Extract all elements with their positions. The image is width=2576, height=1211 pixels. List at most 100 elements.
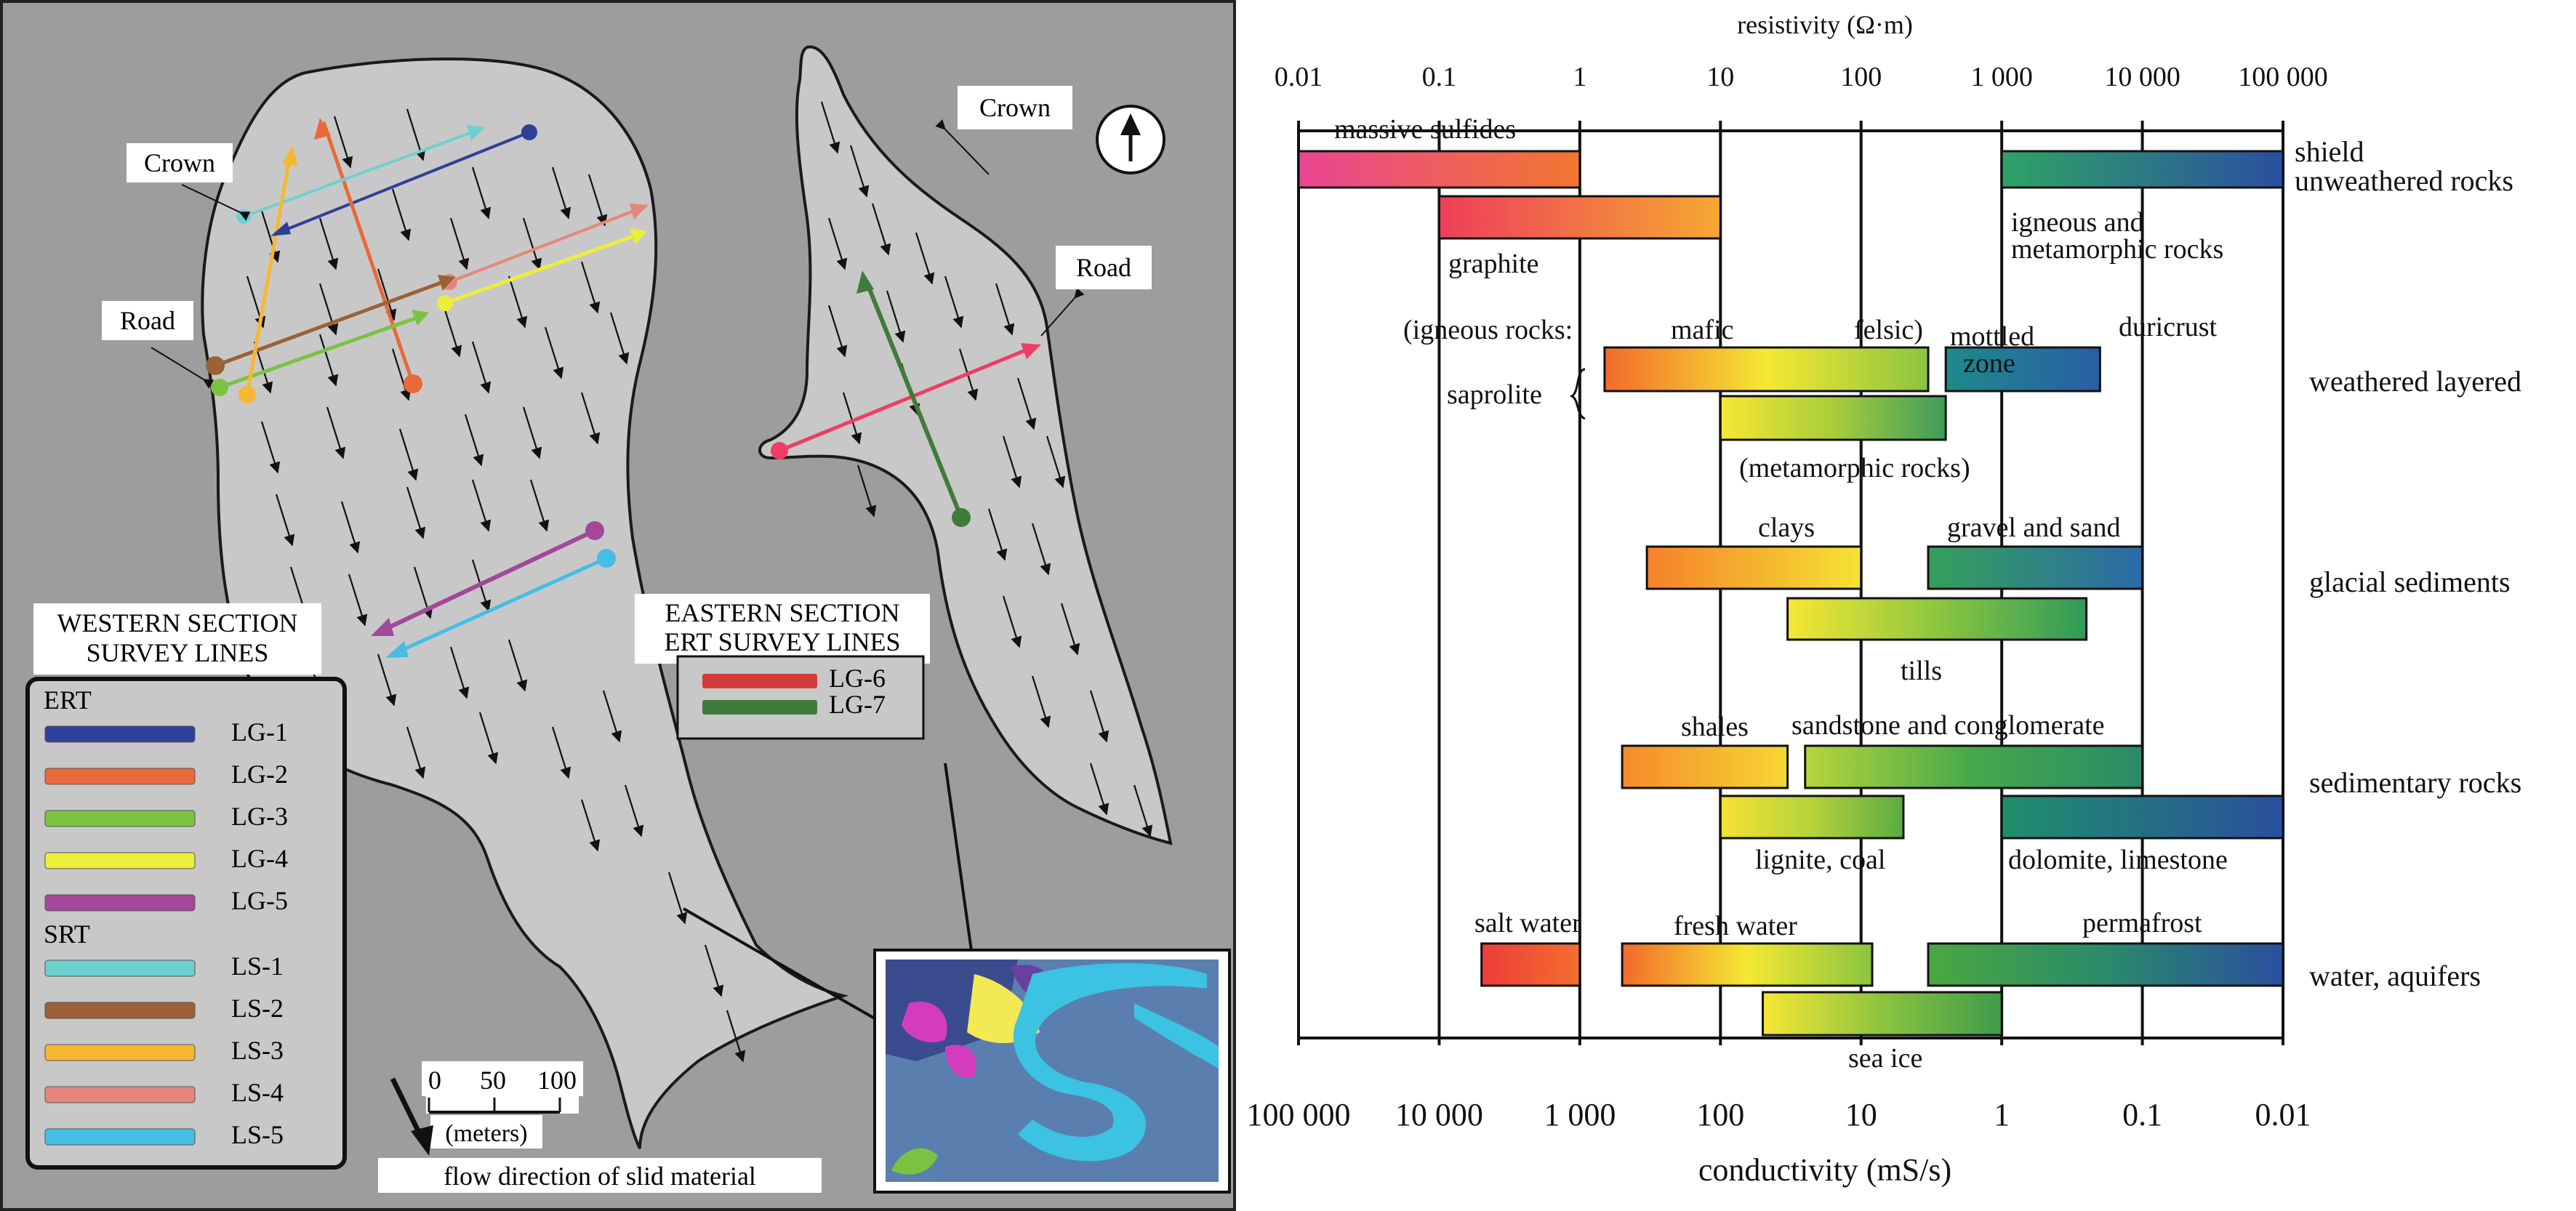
- eastern-legend-title-2: ERT SURVEY LINES: [665, 627, 901, 656]
- svg-text:Road: Road: [120, 306, 175, 335]
- bar-saprolite-igneous-rocks-mafic-felsic: [1603, 346, 1930, 393]
- survey-line-ls-3: [245, 150, 293, 395]
- survey-line-lg-6: [779, 345, 1033, 453]
- svg-text:Road: Road: [1076, 253, 1131, 282]
- label-massive-sulfides: massive sulfides: [1334, 114, 1516, 145]
- western-legend: WESTERN SECTION SURVEY LINES ERT LG-1 LG-2…: [25, 603, 347, 1170]
- saprolite-brace: [1569, 368, 1586, 420]
- bar-salt-water: [1480, 942, 1581, 987]
- legend-label-ls-4: LS-4: [231, 1078, 284, 1107]
- legend-label-lg-5: LG-5: [231, 886, 288, 915]
- category-weathered-layered-line-0: weathered layered: [2309, 365, 2521, 398]
- western-arrowheads: [270, 118, 649, 658]
- inset-leader-west: [683, 907, 884, 1025]
- survey-line-ls-4: [449, 206, 644, 283]
- bottom-tick-100-000: 100 000: [1247, 1097, 1351, 1132]
- legend-swatch-ls-4: [44, 1086, 196, 1103]
- svg-text:Crown: Crown: [144, 148, 215, 177]
- legend-swatch-lg-1: [44, 725, 196, 743]
- resistivity-conductivity-chart: resistivity (Ω·m) conductivity (mS/s) 0.…: [1236, 0, 2576, 1211]
- top-tick-0-1: 0.1: [1422, 62, 1457, 92]
- label-road-west: Road: [102, 301, 193, 340]
- bottom-tick-100: 100: [1696, 1097, 1744, 1132]
- bottom-tick-1-000: 1 000: [1544, 1097, 1616, 1132]
- western-legend-title-1: WESTERN SECTION: [57, 608, 298, 637]
- label-salt-water: salt water: [1474, 908, 1581, 938]
- label-mafic: mafic: [1671, 315, 1734, 345]
- bar-sandstone-and-conglomerate: [1804, 744, 2144, 789]
- survey-line-lg-7: [864, 281, 963, 519]
- legend-swatch-lg-5: [44, 894, 196, 912]
- legend-label-lg-6: LG-6: [829, 664, 886, 693]
- label-duricrust: duricrust: [2119, 312, 2218, 342]
- category-water-aquifers-line-0: water, aquifers: [2309, 959, 2481, 992]
- bar-clays: [1645, 545, 1863, 590]
- bar-fresh-water: [1621, 942, 1874, 987]
- top-tick-0-01: 0.01: [1275, 62, 1323, 92]
- eastern-survey-lines: [771, 270, 1041, 527]
- svg-text:Crown: Crown: [979, 93, 1051, 122]
- flow-direction-indicator: flow direction of slid material: [378, 1077, 822, 1193]
- bar-sea-ice: [1762, 991, 2003, 1037]
- bottom-tick-0-1: 0.1: [2122, 1097, 2162, 1132]
- label-road-east: Road: [1056, 246, 1152, 289]
- scale-bar: 0 50 100 (meters): [422, 1061, 583, 1148]
- western-legend-title-2: SURVEY LINES: [87, 638, 269, 667]
- legend-swatch-lg-3: [44, 810, 196, 827]
- bar-annotations: massive sulfides graphite igneous and me…: [1334, 114, 2228, 1074]
- svg-text:0: 0: [428, 1066, 441, 1095]
- road-east-leader: [1040, 287, 1085, 337]
- top-tick-10: 10: [1706, 62, 1734, 92]
- label-mottled: mottled: [1950, 321, 2034, 352]
- bottom-tick-labels: 100 000 10 000 1 000 100 10 1 0.1 0.01: [1247, 1097, 2311, 1132]
- eastern-legend: EASTERN SECTION ERT SURVEY LINES LG-6LG-…: [635, 594, 930, 740]
- legend-swatch-ls-2: [44, 1002, 196, 1019]
- bar-tills: [1786, 597, 2088, 641]
- legend-swatch-ls-5: [44, 1128, 196, 1146]
- label-metamorphic: (metamorphic rocks): [1739, 453, 1970, 483]
- bottom-tick-1: 1: [1994, 1097, 2010, 1132]
- label-lignite: lignite, coal: [1755, 845, 1885, 875]
- category-glacial-sediments-line-0: glacial sediments: [2309, 566, 2511, 598]
- bar-permafrost: [1927, 942, 2284, 987]
- legend-swatch-lg-4: [44, 852, 196, 869]
- label-sandstone: sandstone and conglomerate: [1791, 710, 2105, 741]
- label-clays: clays: [1758, 512, 1815, 543]
- bar-igneous-and-metamorphic-rocks: [2000, 150, 2284, 189]
- bar-graphite: [1437, 195, 1722, 240]
- landslide-map: Crown Road Crown Road WESTERN SECTION SU…: [0, 0, 1236, 1211]
- legend-swatch-ls-3: [44, 1044, 196, 1061]
- legend-swatch-lg-6: [702, 674, 817, 688]
- chart-bars: [1297, 150, 2284, 1037]
- road-west-leader: [151, 347, 214, 389]
- bar-massive-sulfides: [1297, 150, 1581, 189]
- bottom-tick-10-000: 10 000: [1395, 1097, 1483, 1132]
- legend-swatch-lg-7: [702, 700, 817, 715]
- survey-line-lg-1: [274, 131, 530, 236]
- label-igneous-rocks: (igneous rocks:: [1403, 315, 1573, 345]
- bar-shales: [1621, 744, 1789, 789]
- bar-saprolite-metamorphic-rocks: [1719, 395, 1947, 441]
- location-inset-map: [873, 949, 1231, 1194]
- flow-arrows: [246, 101, 1153, 1063]
- survey-line-lg-2: [321, 121, 415, 385]
- crown-west-leader: [181, 184, 251, 221]
- svg-text:flow direction of slid materia: flow direction of slid material: [444, 1162, 756, 1191]
- eastern-landslide-body: [758, 45, 1173, 845]
- legend-label-ls-2: LS-2: [231, 994, 284, 1023]
- label-crown-east: Crown: [958, 86, 1072, 129]
- survey-line-ls-5: [391, 556, 608, 656]
- label-dolomite: dolomite, limestone: [2008, 845, 2228, 875]
- top-tick-100-000: 100 000: [2238, 62, 2328, 92]
- label-sea-ice: sea ice: [1848, 1043, 1922, 1074]
- top-axis-label: resistivity (Ω·m): [1737, 10, 1913, 39]
- bottom-tick-0-01: 0.01: [2255, 1097, 2311, 1132]
- top-tick-1-000: 1 000: [1970, 62, 2033, 92]
- top-tick-100: 100: [1840, 62, 1882, 92]
- eastern-legend-title-1: EASTERN SECTION: [665, 598, 900, 627]
- western-landslide-body: [201, 57, 849, 1149]
- map-border: [0, 0, 1236, 1211]
- label-felsic: felsic): [1854, 315, 1923, 345]
